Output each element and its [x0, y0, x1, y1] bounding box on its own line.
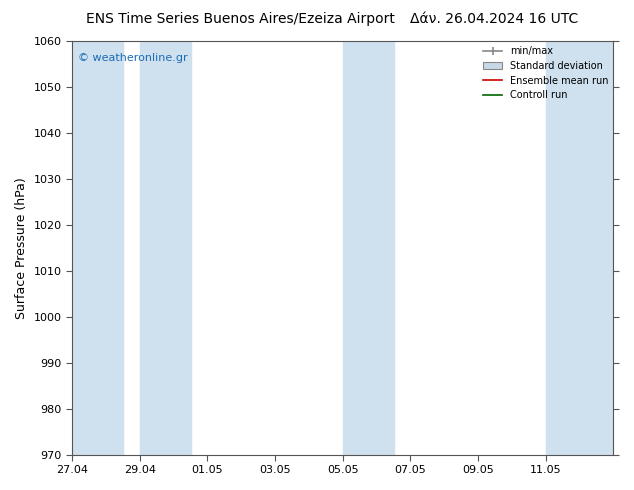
Bar — [343, 41, 394, 455]
Legend: min/max, Standard deviation, Ensemble mean run, Controll run: min/max, Standard deviation, Ensemble me… — [479, 42, 612, 104]
Bar — [72, 41, 123, 455]
Text: ENS Time Series Buenos Aires/Ezeiza Airport: ENS Time Series Buenos Aires/Ezeiza Airp… — [86, 12, 396, 26]
Y-axis label: Surface Pressure (hPa): Surface Pressure (hPa) — [15, 177, 28, 318]
Bar — [139, 41, 190, 455]
Bar — [546, 41, 614, 455]
Text: Δάν. 26.04.2024 16 UTC: Δάν. 26.04.2024 16 UTC — [410, 12, 579, 26]
Text: © weatheronline.gr: © weatheronline.gr — [77, 53, 187, 64]
